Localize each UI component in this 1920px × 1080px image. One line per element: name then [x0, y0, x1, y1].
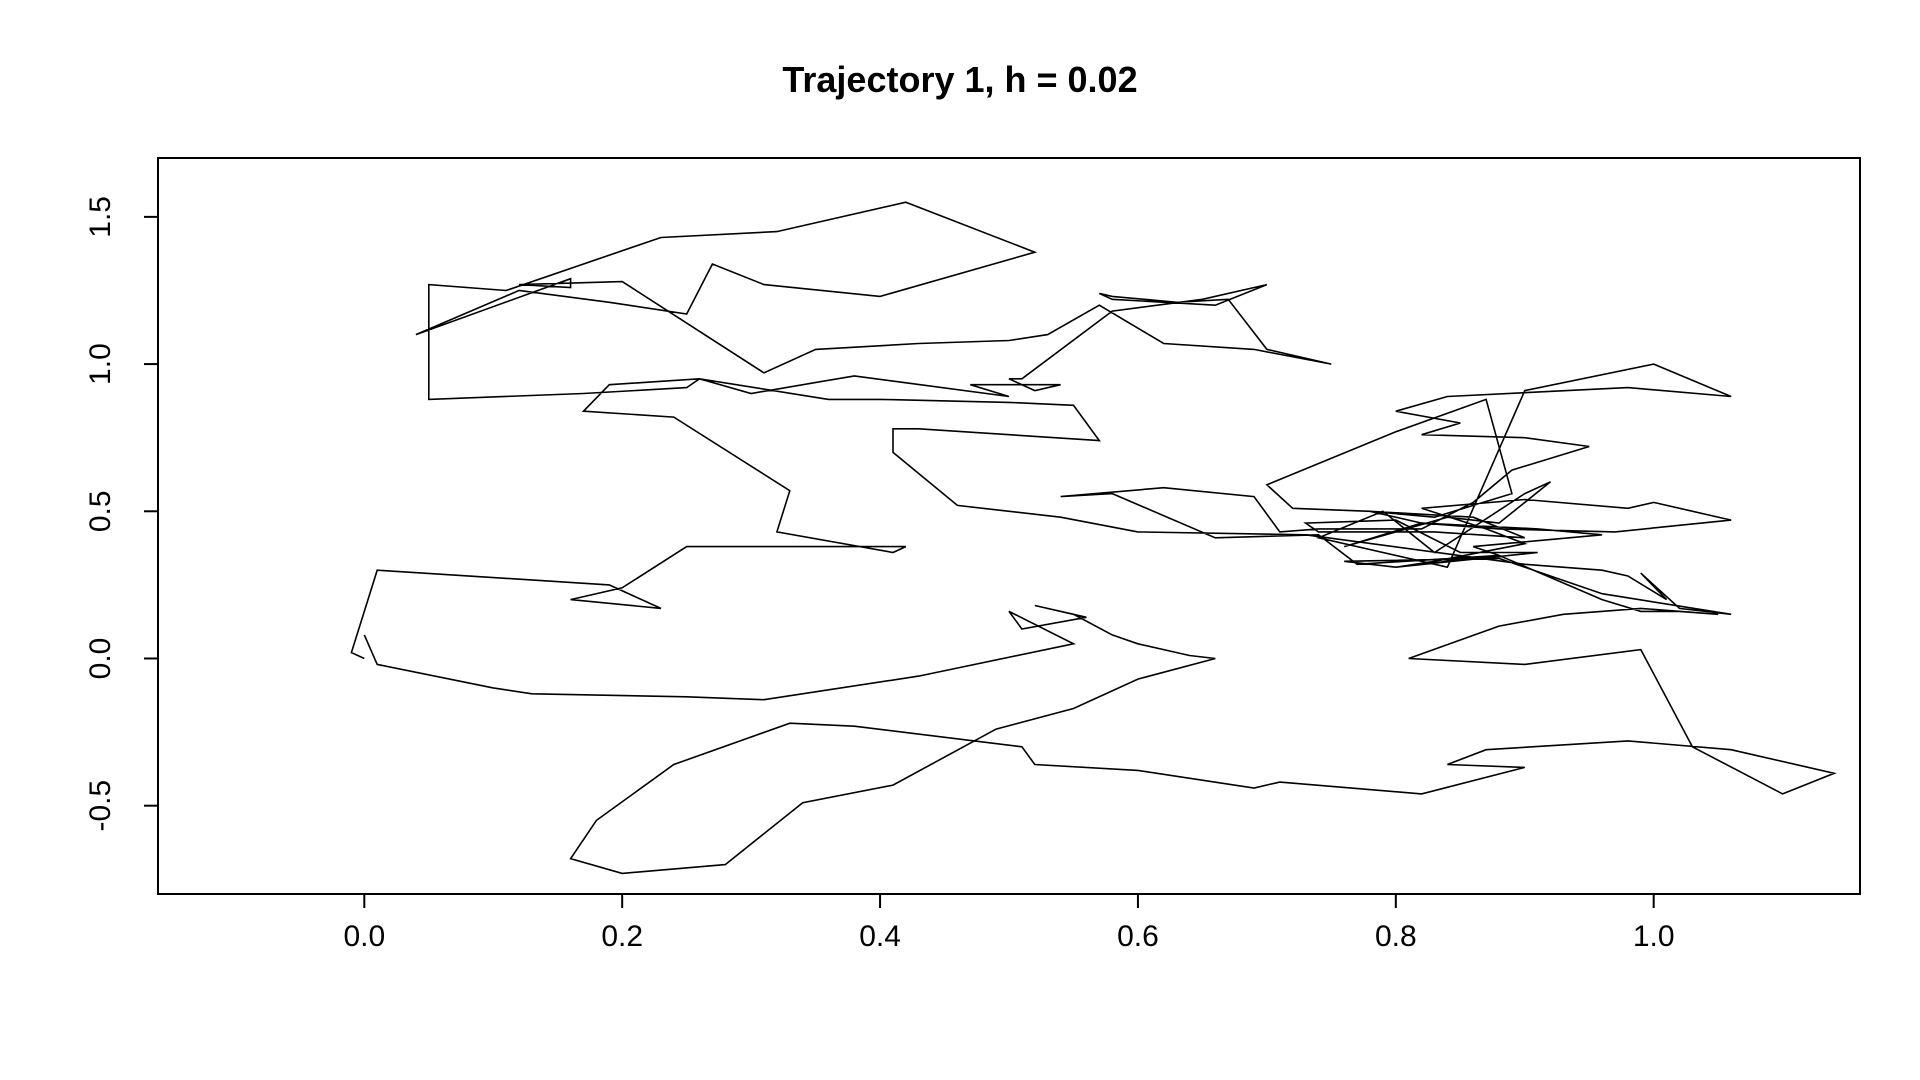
y-tick-label: 1.5 — [84, 196, 117, 238]
plot-frame — [157, 157, 1861, 895]
x-tick-label: 0.6 — [1117, 920, 1159, 953]
trajectory-line — [350, 201, 1837, 875]
y-tick-label: -0.5 — [84, 780, 117, 832]
series-layer — [350, 201, 1837, 875]
y-tick-label: 0.5 — [84, 490, 117, 532]
chart-title: Trajectory 1, h = 0.02 — [782, 59, 1137, 100]
y-axis: -0.5 0.0 0.5 1.0 1.5 — [84, 196, 159, 832]
x-tick-label: 0.8 — [1375, 920, 1417, 953]
x-axis: 0.0 0.2 0.4 0.6 0.8 1.0 — [343, 893, 1675, 953]
x-tick-label: 0.2 — [601, 920, 643, 953]
y-tick-label: 0.0 — [84, 638, 117, 680]
x-tick-label: 0.4 — [859, 920, 901, 953]
x-tick-label: 1.0 — [1633, 920, 1675, 953]
y-tick-label: 1.0 — [84, 343, 117, 385]
x-tick-label: 0.0 — [343, 920, 385, 953]
